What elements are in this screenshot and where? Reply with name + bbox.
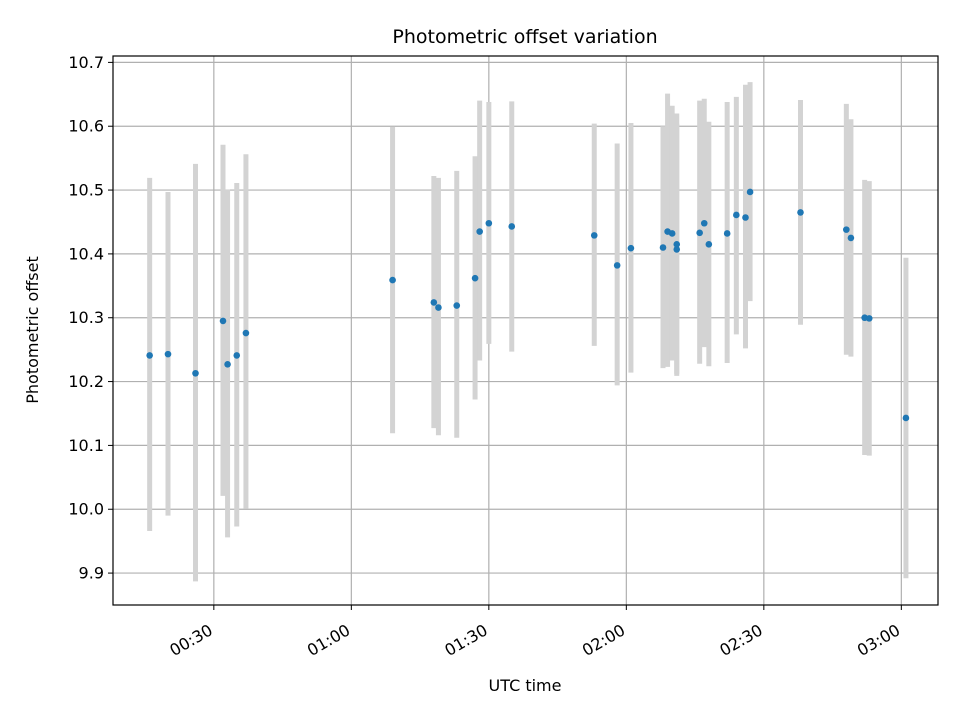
data-point	[865, 315, 873, 322]
data-point	[797, 209, 804, 216]
y-tick-label: 10.1	[68, 436, 104, 455]
data-point	[742, 214, 749, 221]
data-point	[902, 414, 910, 422]
data-point	[389, 276, 396, 284]
y-axis-label: Photometric offset	[23, 256, 42, 404]
data-point	[590, 232, 598, 239]
data-point	[659, 244, 667, 251]
data-point	[627, 244, 635, 252]
x-axis-label: UTC time	[489, 676, 562, 695]
y-tick-label: 10.2	[68, 372, 104, 391]
data-points	[146, 188, 910, 422]
y-tick-label: 9.9	[79, 564, 104, 583]
data-point	[696, 229, 703, 237]
data-point	[843, 226, 850, 233]
y-tick-label: 10.0	[68, 500, 104, 519]
data-point	[219, 317, 227, 325]
data-point	[453, 302, 461, 309]
data-point	[430, 299, 438, 306]
y-tick-label: 10.7	[68, 53, 104, 72]
data-point	[673, 241, 681, 248]
data-point	[485, 219, 493, 227]
y-tick-label: 10.4	[68, 244, 104, 263]
data-point	[242, 329, 250, 337]
data-point	[471, 274, 479, 282]
data-point	[476, 228, 483, 235]
chart-title: Photometric offset variation	[392, 26, 657, 48]
y-tick-label: 10.3	[68, 308, 104, 327]
data-point	[723, 230, 731, 237]
data-point	[700, 219, 708, 227]
data-point	[668, 230, 676, 237]
data-point	[508, 223, 516, 230]
y-tick-label: 10.6	[68, 117, 104, 136]
data-point	[146, 352, 153, 359]
data-point	[435, 304, 442, 311]
data-point	[673, 246, 681, 253]
data-point	[705, 241, 713, 248]
data-point	[224, 361, 231, 368]
plot-frame	[112, 55, 939, 606]
data-point	[733, 211, 740, 219]
y-tick-label: 10.5	[68, 181, 104, 200]
data-point	[746, 188, 754, 196]
y-axis-ticks: 9.9 10.0 10.1 10.2 10.3 10.4 10.5 10.6 10.7	[68, 53, 113, 583]
data-point	[164, 350, 172, 358]
data-point	[233, 352, 241, 359]
data-point	[847, 234, 855, 242]
data-point	[192, 369, 199, 377]
data-point	[613, 262, 621, 269]
